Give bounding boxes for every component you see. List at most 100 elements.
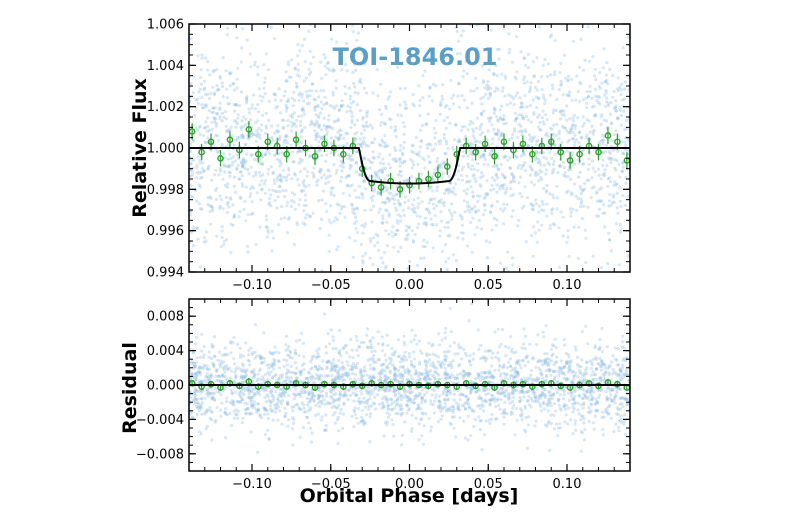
raw-point: [592, 104, 596, 109]
raw-point: [598, 356, 602, 361]
raw-point: [430, 222, 434, 227]
raw-point: [253, 356, 257, 360]
raw-point: [255, 379, 259, 383]
raw-point: [345, 142, 349, 146]
raw-point: [576, 197, 580, 201]
raw-point: [393, 394, 397, 398]
raw-point: [371, 374, 375, 378]
raw-point: [202, 378, 207, 382]
raw-point: [200, 53, 204, 57]
raw-point: [406, 367, 410, 371]
raw-point: [269, 204, 273, 208]
raw-point: [250, 370, 254, 374]
raw-point: [287, 75, 291, 79]
raw-point: [271, 170, 275, 174]
raw-point: [599, 364, 604, 368]
raw-point: [515, 379, 520, 383]
raw-point: [279, 402, 283, 406]
raw-point: [476, 200, 480, 204]
raw-point: [282, 388, 286, 392]
raw-point: [195, 170, 199, 174]
raw-point: [384, 208, 388, 212]
raw-point: [353, 91, 357, 95]
raw-point: [482, 155, 486, 159]
raw-point: [489, 349, 493, 353]
raw-point: [435, 156, 439, 160]
raw-point: [381, 170, 385, 174]
raw-point: [576, 401, 580, 405]
raw-point: [440, 94, 444, 98]
raw-point: [578, 170, 582, 174]
raw-point: [479, 396, 483, 401]
raw-point: [234, 368, 238, 372]
raw-point: [211, 106, 215, 110]
raw-point: [492, 73, 496, 77]
raw-point: [264, 214, 268, 218]
raw-point: [616, 386, 621, 391]
raw-point: [240, 389, 244, 393]
raw-point: [332, 364, 336, 368]
raw-point: [559, 83, 563, 87]
raw-point: [499, 134, 503, 138]
raw-point: [238, 400, 242, 404]
raw-point: [585, 366, 589, 370]
raw-point: [400, 373, 404, 377]
raw-point: [334, 365, 338, 369]
raw-point: [313, 105, 317, 109]
raw-point: [314, 403, 318, 408]
raw-point: [450, 405, 454, 409]
raw-point: [480, 102, 484, 106]
raw-point: [286, 124, 290, 128]
raw-point: [337, 374, 341, 378]
raw-point: [537, 228, 541, 232]
raw-point: [391, 401, 395, 405]
raw-point: [431, 82, 435, 87]
raw-point: [454, 122, 458, 127]
raw-point: [553, 143, 557, 147]
raw-point: [204, 56, 208, 60]
raw-point: [368, 415, 372, 419]
raw-point: [448, 390, 452, 394]
raw-point: [390, 347, 394, 351]
raw-point: [198, 176, 203, 180]
raw-point: [497, 47, 501, 52]
raw-point: [517, 122, 521, 126]
raw-point: [486, 375, 490, 379]
raw-point: [385, 423, 389, 427]
raw-point: [466, 179, 470, 184]
raw-point: [483, 86, 487, 90]
raw-point: [495, 163, 499, 167]
raw-point: [410, 166, 414, 170]
raw-point: [338, 329, 342, 333]
raw-point: [358, 173, 362, 177]
x-tick-label: 0.00: [395, 278, 424, 293]
raw-point: [206, 375, 210, 379]
raw-point: [341, 103, 345, 107]
raw-point: [567, 368, 571, 372]
raw-point: [308, 371, 312, 375]
raw-point: [411, 203, 415, 207]
raw-point: [319, 167, 323, 171]
raw-point: [234, 375, 238, 379]
raw-point: [190, 371, 194, 375]
raw-point: [498, 407, 502, 411]
raw-point: [343, 92, 348, 96]
raw-point: [317, 377, 321, 381]
raw-point: [297, 161, 301, 165]
raw-point: [508, 101, 513, 105]
raw-point: [317, 123, 321, 127]
raw-point: [303, 198, 307, 202]
raw-point: [358, 109, 363, 113]
raw-point: [218, 101, 222, 105]
raw-point: [326, 66, 330, 70]
raw-point: [612, 429, 616, 434]
raw-point: [390, 408, 394, 412]
raw-point: [234, 190, 238, 194]
raw-point: [461, 393, 465, 397]
raw-point: [507, 377, 512, 381]
raw-point: [232, 357, 236, 361]
raw-point: [392, 194, 396, 198]
raw-point: [508, 156, 512, 160]
raw-point: [614, 394, 618, 399]
raw-point: [355, 361, 360, 365]
